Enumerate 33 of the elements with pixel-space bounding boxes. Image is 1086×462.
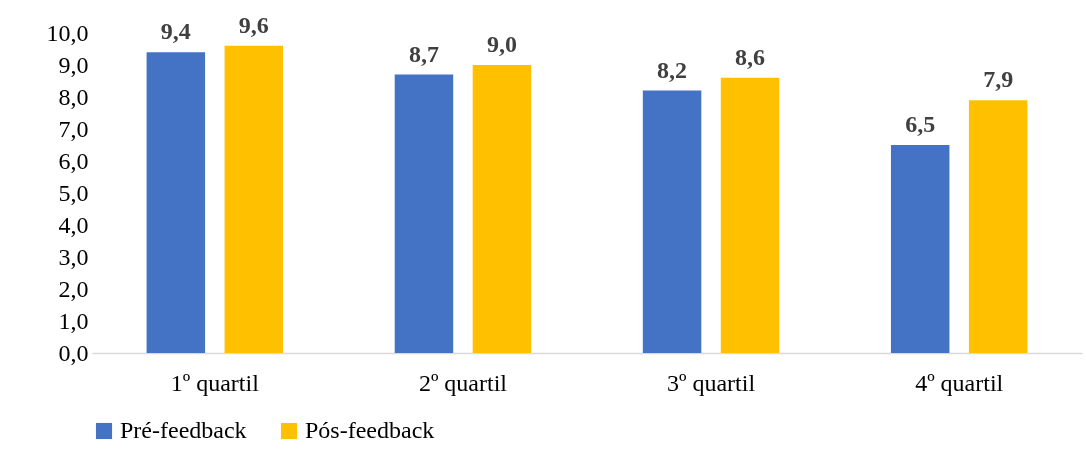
y-tick-label: 0,0 xyxy=(58,339,89,366)
y-tick-label: 10,0 xyxy=(46,19,89,46)
y-tick-label: 8,0 xyxy=(58,83,89,110)
data-label: 8,2 xyxy=(657,56,688,83)
data-label: 9,6 xyxy=(238,11,269,38)
data-label: 9,4 xyxy=(160,18,191,45)
bar xyxy=(394,74,454,353)
legend-label: Pós-feedback xyxy=(305,417,435,443)
bar xyxy=(472,65,532,353)
bar xyxy=(146,52,206,353)
data-label: 8,7 xyxy=(408,40,439,67)
bar xyxy=(968,100,1028,353)
data-label: 8,6 xyxy=(735,43,766,70)
y-tick-label: 4,0 xyxy=(58,211,89,238)
y-tick-label: 1,0 xyxy=(58,307,89,334)
legend-label: Pré-feedback xyxy=(120,417,247,443)
x-tick-label: 3º quartil xyxy=(667,369,756,396)
bar xyxy=(890,145,950,353)
y-tick-label: 2,0 xyxy=(58,275,89,302)
x-tick-label: 2º quartil xyxy=(418,369,508,396)
data-label: 6,5 xyxy=(905,111,936,137)
y-tick-label: 7,0 xyxy=(58,115,89,142)
y-tick-label: 6,0 xyxy=(58,147,89,174)
data-label: 7,9 xyxy=(983,66,1014,93)
bar xyxy=(224,45,284,353)
y-tick-label: 3,0 xyxy=(58,243,89,270)
data-label: 9,0 xyxy=(486,31,517,57)
bar xyxy=(720,77,780,353)
x-tick-label: 4º quartil xyxy=(915,369,1004,396)
y-tick-label: 5,0 xyxy=(58,179,89,206)
y-tick-label: 9,0 xyxy=(58,51,89,78)
bar xyxy=(642,90,702,353)
x-tick-label: 1º quartil xyxy=(170,369,260,396)
